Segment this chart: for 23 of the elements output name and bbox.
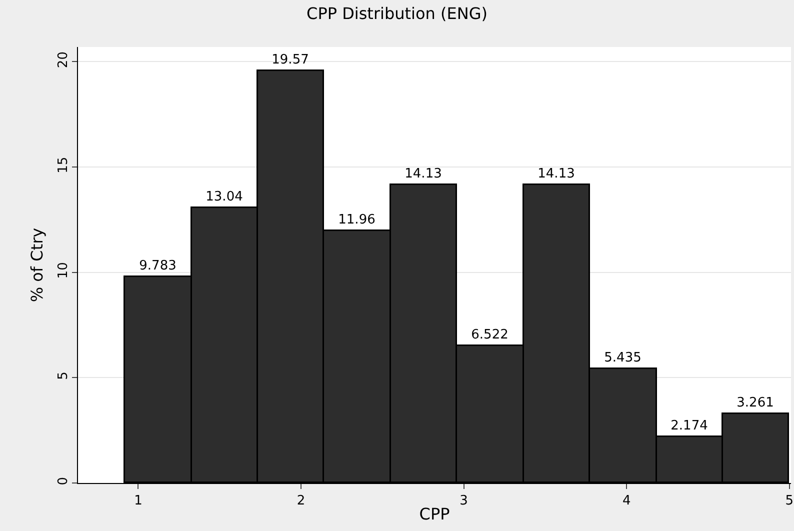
y-tick-label: 0	[56, 476, 71, 486]
x-tick-label: 4	[622, 494, 631, 509]
data-label: 19.57	[272, 52, 309, 68]
data-label: 11.96	[338, 212, 376, 228]
data-label: 9.783	[139, 258, 176, 274]
data-label: 3.261	[736, 395, 774, 410]
data-label: 5.435	[604, 350, 642, 366]
x-tick-label: 1	[134, 494, 142, 509]
chart-title: CPP Distribution (ENG)	[306, 4, 488, 24]
y-tick-label: 20	[56, 52, 71, 68]
data-label: 6.522	[471, 327, 508, 342]
x-tick-label: 3	[460, 494, 468, 509]
data-label: 14.13	[404, 166, 442, 182]
x-tick-label: 2	[296, 494, 306, 509]
y-tick-label: 15	[56, 156, 71, 174]
data-label: 14.13	[538, 166, 575, 182]
x-tick-label: 5	[785, 494, 794, 509]
y-axis-title: % of Ctry	[28, 228, 47, 302]
y-tick-label: 5	[56, 372, 71, 380]
y-tick-label: 10	[56, 262, 71, 279]
x-axis-title: CPP	[419, 504, 450, 524]
data-label: 13.04	[206, 189, 243, 204]
data-label: 2.174	[670, 418, 708, 434]
